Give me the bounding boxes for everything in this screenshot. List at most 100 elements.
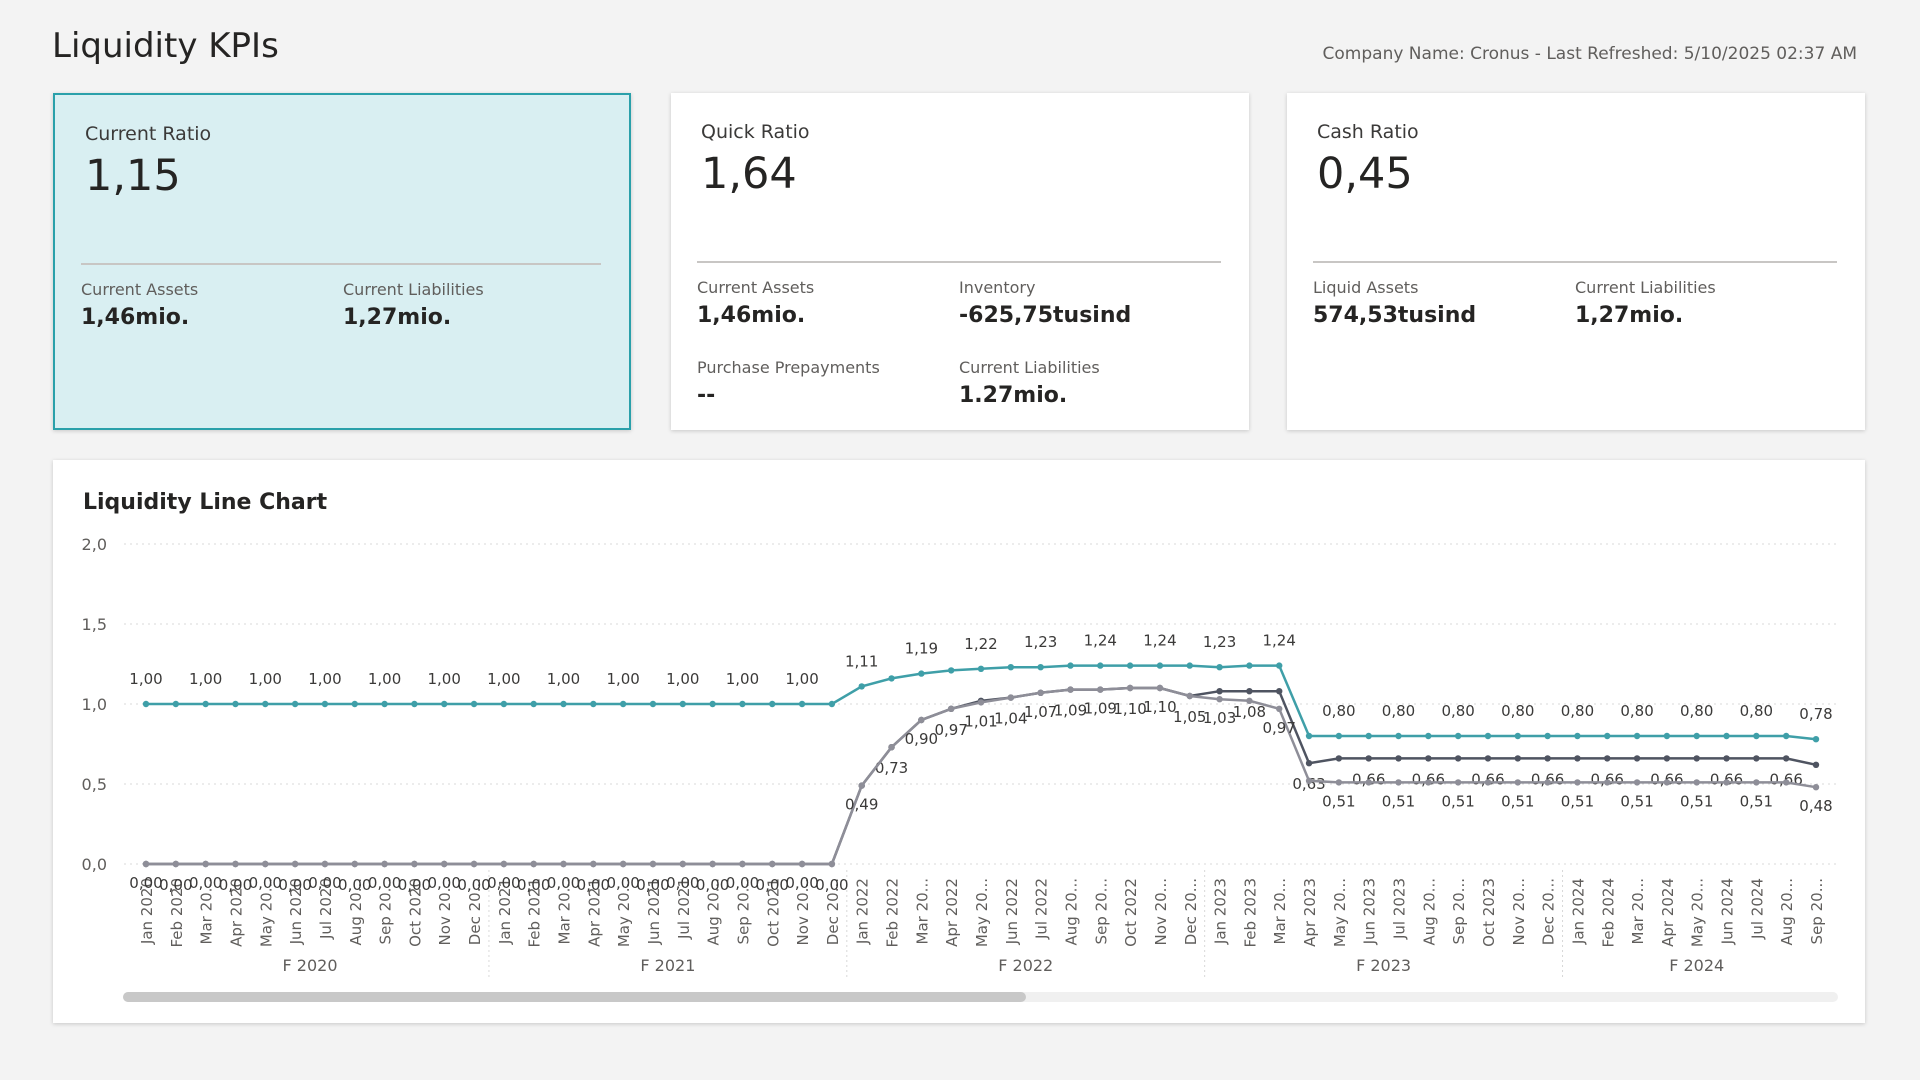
data-label: 1,24 [1143, 632, 1176, 650]
point [1365, 755, 1372, 762]
data-label: 1,00 [487, 670, 520, 688]
point [1782, 755, 1790, 762]
point [1097, 686, 1104, 693]
data-label: 0,00 [636, 876, 669, 894]
data-label: 1,10 [1143, 698, 1176, 716]
data-label: 0,00 [129, 874, 162, 892]
metric-value: 1,27mio. [1575, 303, 1684, 328]
point [1604, 779, 1611, 786]
data-label: 1,24 [1263, 632, 1296, 650]
point [1305, 732, 1313, 740]
x-tick-label: Aug 20... [347, 878, 365, 945]
x-tick-label: Jul 2024 [1748, 878, 1766, 940]
point [381, 860, 388, 868]
data-label: 0,80 [1441, 702, 1474, 720]
data-label: 1,22 [964, 635, 997, 653]
metric-label: Liquid Assets [1313, 278, 1419, 297]
point [1484, 779, 1492, 786]
kpi-card[interactable]: Cash Ratio 0,45 Liquid Assets 574,53tusind C… [1287, 93, 1865, 430]
point [351, 860, 358, 868]
data-label: 1,00 [547, 670, 580, 688]
point [530, 700, 537, 708]
x-tick-label: Jun 2023 [1361, 878, 1379, 945]
data-label: 0,80 [1620, 702, 1653, 720]
point [381, 700, 388, 708]
metric: Current Liabilities 1,27mio. [1575, 278, 1825, 328]
metric: Current Assets 1,46mio. [81, 280, 331, 330]
point [1335, 779, 1343, 786]
point [977, 665, 985, 672]
x-tick-label: Jan 2023 [1212, 878, 1230, 945]
point [1663, 755, 1671, 762]
x-tick-label: Apr 2023 [1301, 878, 1319, 947]
x-group-label: F 2024 [1669, 956, 1724, 975]
metric-label: Inventory [959, 278, 1036, 297]
point [560, 860, 567, 868]
point [262, 860, 269, 868]
kpi-card[interactable]: Current Ratio 1,15 Current Assets 1,46mio. C… [53, 93, 631, 430]
data-label: 0,80 [1680, 702, 1713, 720]
data-label: 0,80 [1382, 702, 1415, 720]
x-tick-label: Nov 20... [436, 878, 454, 945]
point [500, 860, 508, 868]
metric: Inventory -625,75tusind [959, 278, 1209, 328]
data-label: 0,00 [815, 876, 848, 894]
x-tick-label: Feb 2024 [1599, 878, 1617, 948]
x-tick-label: Jul 2021 [675, 878, 693, 940]
point [947, 667, 955, 674]
x-tick-label: Apr 2022 [943, 878, 961, 947]
x-tick-label: Mar 20... [1271, 878, 1289, 944]
x-tick-label: Sep 20... [1808, 878, 1826, 944]
point [1693, 755, 1700, 762]
x-tick-label: Mar 20... [198, 878, 216, 944]
data-label: 1,03 [1203, 709, 1236, 727]
metric-value: -- [697, 383, 716, 408]
x-tick-label: Nov 20... [1152, 878, 1170, 945]
point [1633, 779, 1641, 786]
data-label: 1,10 [1113, 700, 1146, 718]
point [1037, 664, 1044, 671]
point [1484, 755, 1492, 762]
data-label: 0,90 [905, 730, 938, 748]
point [1484, 732, 1492, 740]
data-label: 1,00 [249, 670, 282, 688]
metric-label: Current Assets [697, 278, 815, 297]
data-label: 1,23 [1024, 633, 1057, 651]
data-label: 1,01 [964, 712, 997, 730]
metric-value: 1,46mio. [697, 303, 806, 328]
page-title: Liquidity KPIs [52, 26, 279, 66]
x-group-label: F 2020 [283, 956, 338, 975]
point [1663, 732, 1671, 740]
scrollbar-thumb[interactable] [123, 992, 1026, 1002]
data-label: 0,80 [1561, 702, 1594, 720]
data-label: 0,80 [1322, 702, 1355, 720]
data-label: 0,00 [666, 874, 699, 892]
point [1186, 662, 1193, 669]
x-tick-label: Nov 20... [1510, 878, 1528, 945]
point [1753, 755, 1760, 762]
x-tick-label: Mar 20... [556, 878, 574, 944]
data-label: 0,00 [785, 874, 818, 892]
point [1544, 732, 1551, 740]
kpi-value: 0,45 [1317, 149, 1413, 199]
x-tick-label: Feb 2022 [884, 878, 902, 948]
data-label: 0,51 [1620, 792, 1653, 810]
point [828, 700, 836, 708]
point [1544, 779, 1551, 786]
metric-label: Current Liabilities [1575, 278, 1716, 297]
x-tick-label: Nov 20... [794, 878, 812, 945]
data-label: 1,24 [1084, 632, 1117, 650]
x-tick-label: Jul 2020 [317, 878, 335, 940]
point [530, 860, 537, 868]
data-label: 0,00 [756, 876, 789, 894]
kpi-title: Quick Ratio [701, 121, 810, 143]
point [411, 860, 418, 868]
kpi-card[interactable]: Quick Ratio 1,64 Current Assets 1,46mio. Inv… [671, 93, 1249, 430]
x-tick-label: Dec 20... [1182, 878, 1200, 945]
point [1365, 732, 1372, 740]
point [560, 700, 567, 708]
point [1007, 664, 1015, 671]
data-label: 0,51 [1740, 792, 1773, 810]
